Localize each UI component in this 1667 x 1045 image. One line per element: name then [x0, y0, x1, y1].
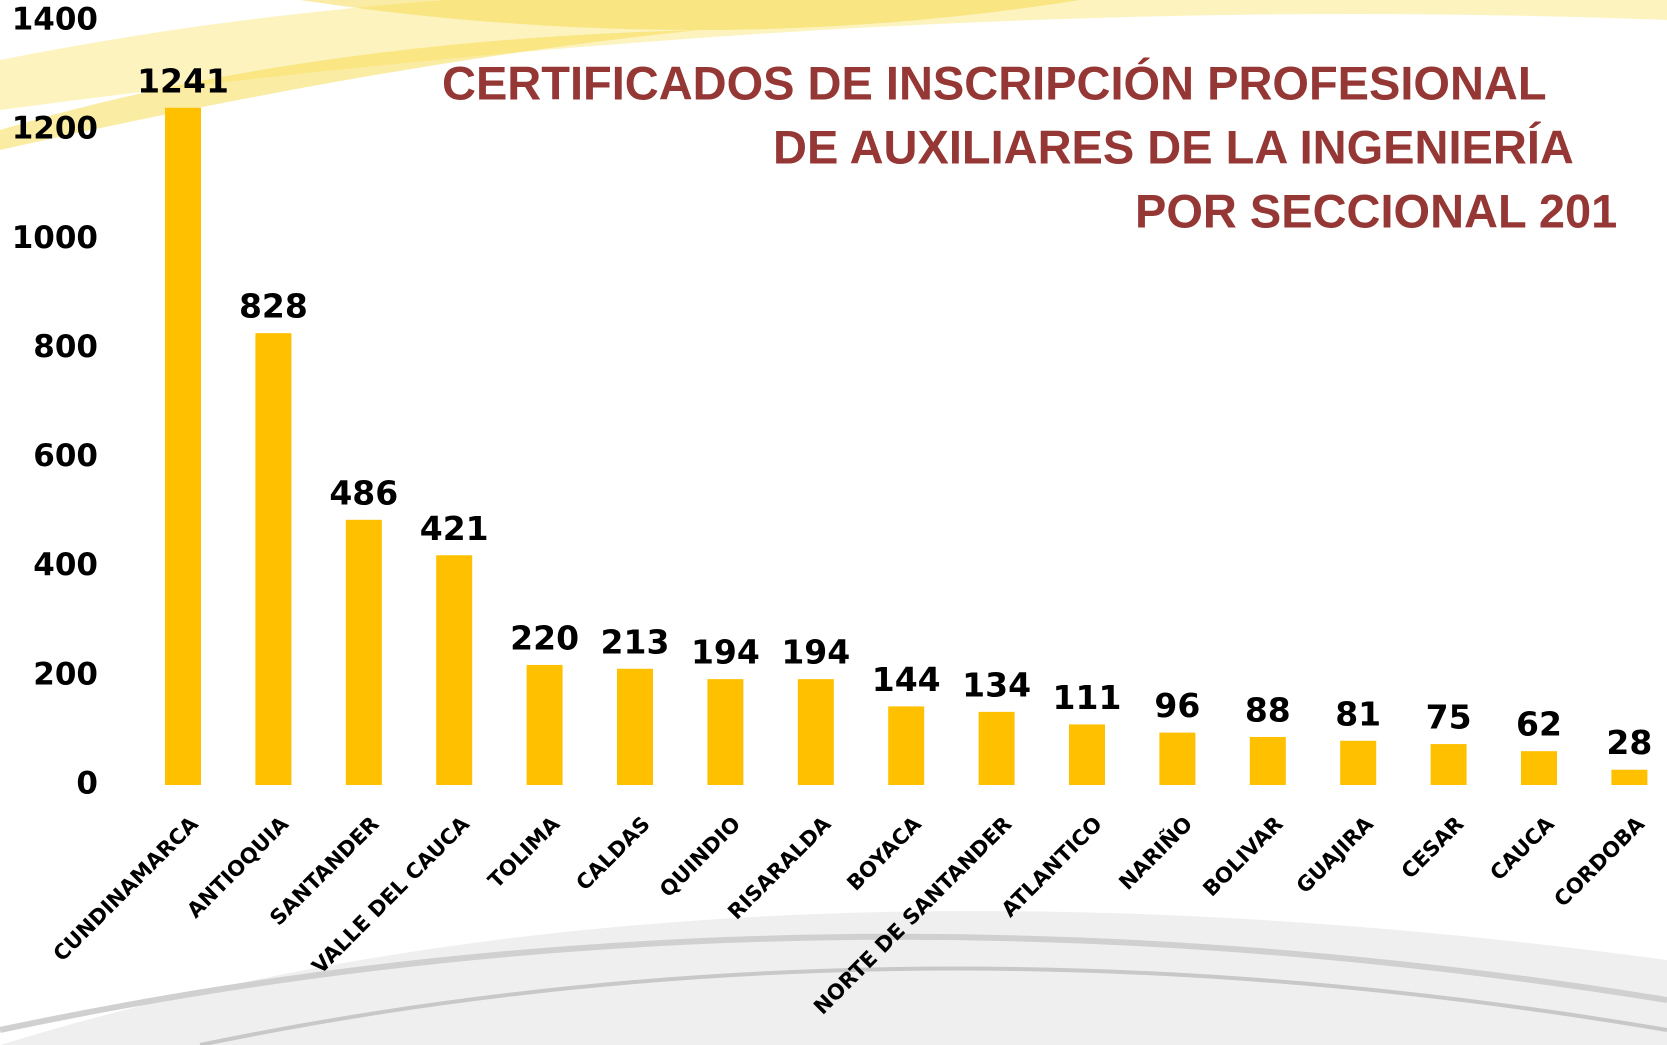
x-tick-label: CALDAS: [571, 812, 654, 895]
x-tick-label: BOYACA: [842, 811, 926, 895]
value-label: 75: [1426, 698, 1472, 737]
bar: [707, 679, 743, 785]
bar: [1250, 737, 1286, 785]
value-label: 194: [691, 633, 760, 672]
value-label: 486: [329, 473, 398, 512]
value-label: 62: [1516, 705, 1562, 744]
x-tick-label: GUAJIRA: [1292, 811, 1379, 898]
bar: [1611, 770, 1647, 785]
bar: [436, 555, 472, 785]
bar: [1431, 744, 1467, 785]
y-tick-label: 1000: [12, 220, 98, 256]
y-tick-label: 800: [33, 329, 98, 365]
value-label: 421: [420, 509, 489, 548]
value-label: 134: [962, 665, 1031, 704]
value-label: 96: [1154, 686, 1200, 725]
bar: [1521, 751, 1557, 785]
value-label: 194: [781, 633, 850, 672]
x-tick-label: NARIÑO: [1114, 811, 1198, 895]
bar: [1340, 741, 1376, 785]
value-label: 213: [601, 622, 670, 661]
chart-title: CERTIFICADOS DE INSCRIPCIÓN PROFESIONAL: [442, 56, 1547, 109]
x-tick-label: CUNDINAMARCA: [49, 811, 204, 966]
y-tick-label: 400: [33, 547, 98, 583]
bar: [617, 669, 653, 785]
bar: [1159, 733, 1195, 785]
value-label: 111: [1053, 678, 1122, 717]
y-tick-label: 1400: [12, 2, 98, 38]
x-tick-label: CAUCA: [1485, 811, 1559, 885]
bar: [165, 108, 201, 785]
chart-title: DE AUXILIARES DE LA INGENIERÍA: [773, 120, 1574, 173]
x-tick-label: TOLIMA: [483, 811, 565, 893]
value-label: 88: [1245, 690, 1291, 729]
bar: [346, 520, 382, 785]
chart: CERTIFICADOS DE INSCRIPCIÓN PROFESIONAL …: [0, 0, 1667, 1045]
y-tick-label: 200: [33, 656, 98, 692]
value-label: 144: [872, 660, 941, 699]
bar: [798, 679, 834, 785]
x-tick-label: BOLIVAR: [1198, 812, 1287, 901]
bar: [527, 665, 563, 785]
x-tick-label: CORDOBA: [1549, 811, 1649, 911]
bar: [255, 333, 291, 785]
x-tick-label: CESAR: [1397, 812, 1469, 884]
bar: [979, 712, 1015, 785]
y-tick-label: 0: [76, 766, 98, 802]
bar: [1069, 724, 1105, 785]
x-tick-label: QUINDIO: [655, 812, 745, 902]
value-label: 1241: [137, 61, 229, 100]
value-label: 81: [1335, 694, 1381, 733]
value-label: 220: [510, 618, 579, 657]
chart-title: POR SECCIONAL 201: [1135, 184, 1617, 237]
value-label: 828: [239, 287, 308, 326]
bar: [888, 706, 924, 785]
y-tick-label: 600: [33, 438, 98, 474]
value-label: 28: [1606, 723, 1652, 762]
y-tick-label: 1200: [12, 111, 98, 147]
